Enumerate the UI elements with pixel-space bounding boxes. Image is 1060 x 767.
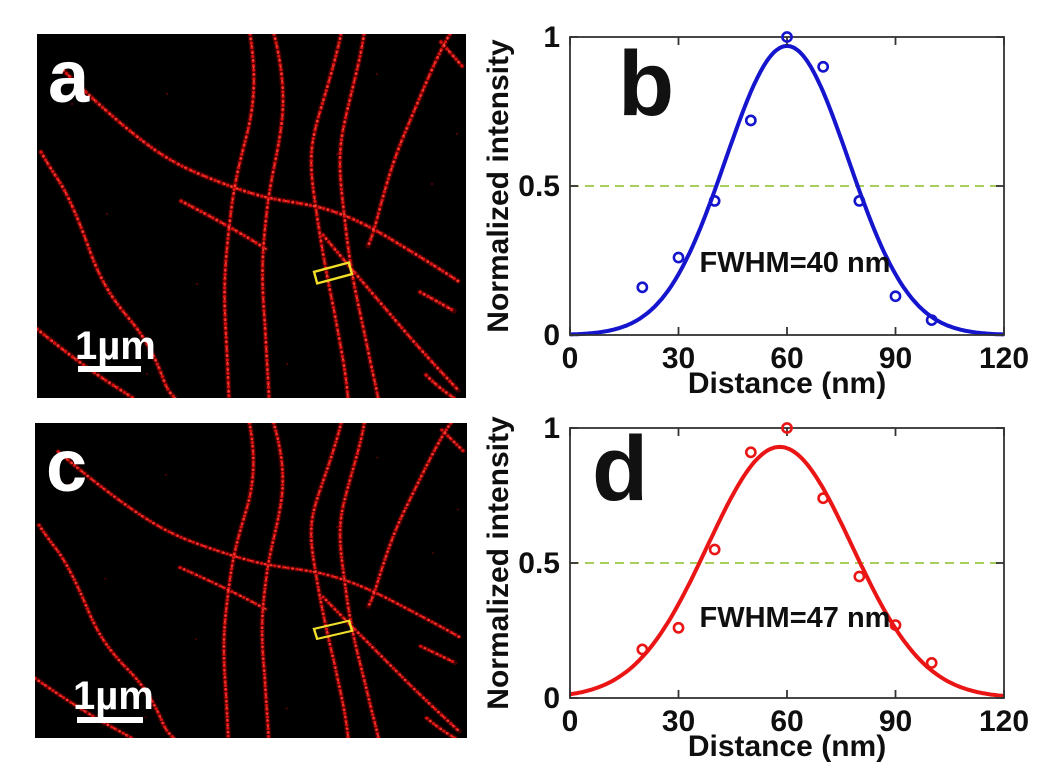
microscopy-panel-c: c 1µm [35,423,467,738]
data-point [889,619,902,631]
x-tick-label: 0 [562,342,579,375]
fwhm-annotation: FWHM=40 nm [700,247,891,279]
x-tick-label: 30 [662,342,695,375]
data-point [672,251,685,264]
scale-bar-a [78,366,141,372]
data-point [708,543,721,556]
scale-bar-label-a: 1µm [75,324,156,368]
x-tick-label: 120 [979,705,1029,738]
data-point [781,422,793,434]
x-tick-label: 0 [562,705,579,738]
data-point [708,194,721,207]
data-point [636,281,649,294]
y-tick-label: 0.5 [518,547,560,580]
y-tick-label: 0 [543,682,560,715]
chart-panel-b: 0 30 60 90 120 0 0.5 1 Distance (nm) Normalized i… [482,21,1029,400]
data-point [853,570,866,583]
y-tick-label: 0 [543,319,560,352]
gaussian-fit-curve [569,444,1005,698]
x-axis-label: Distance (nm) [688,730,886,763]
data-point [853,194,866,207]
y-axis-label: Normalized intensity [482,416,515,710]
panel-label-c: c [46,424,88,507]
panel-label-a: a [48,35,90,118]
data-point [636,643,649,656]
x-tick-label: 60 [770,342,803,375]
data-point [744,114,757,127]
data-point [817,492,830,505]
y-tick-label: 1 [543,412,560,445]
scale-bar-label-c: 1µm [73,674,154,718]
data-point [889,290,902,303]
data-point [744,446,757,459]
panel-label-d: d [592,418,648,520]
microscopy-panel-a: a 1µm [37,34,466,398]
scale-bar-c [77,717,143,723]
y-axis-label: Normalized intensity [482,39,515,333]
y-tick-label: 1 [543,21,560,54]
data-point [672,621,685,634]
data-point [925,656,938,669]
x-tick-label: 90 [879,342,912,375]
y-tick-label: 0.5 [518,170,560,203]
panel-label-b: b [618,33,674,135]
gaussian-fit-curve [570,43,1004,337]
x-axis-label: Distance (nm) [688,367,886,400]
data-point [925,314,938,326]
chart-panel-d: 0 30 60 90 120 0 0.5 1 Distance (nm) Normalized i… [482,412,1029,763]
x-tick-label: 30 [662,705,695,738]
x-tick-label: 90 [879,705,912,738]
fwhm-annotation: FWHM=47 nm [700,602,891,634]
x-tick-label: 60 [770,705,803,738]
data-point [817,60,830,73]
data-point [781,31,793,43]
x-tick-label: 120 [979,342,1029,375]
